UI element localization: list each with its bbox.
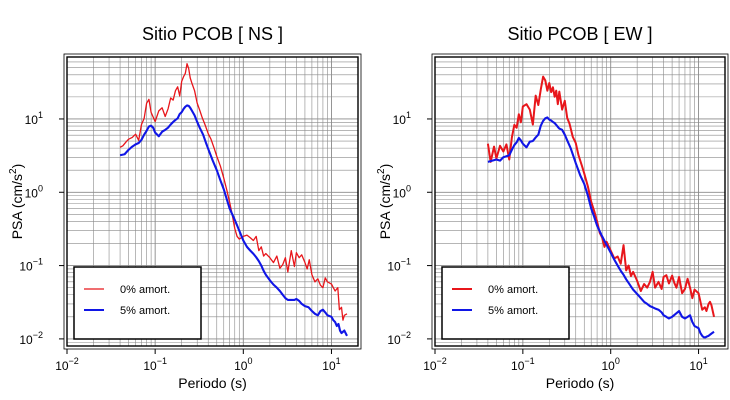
x-tick-exponent: 0: [247, 356, 252, 366]
x-tick-exponent: −2: [437, 356, 447, 366]
y-axis-label: PSA (cm/s2): [8, 164, 25, 240]
y-axis-label-tail: ): [377, 164, 393, 169]
chart-title: Sitio PCOB [ EW ]: [507, 24, 652, 44]
y-axis-label-sup: 2: [8, 168, 19, 174]
y-axis-label-tail: ): [9, 164, 25, 169]
y-tick-label: 10−2: [19, 330, 43, 347]
y-tick-exponent: −2: [33, 330, 43, 340]
legend: 0% amort. 5% amort.: [73, 266, 202, 340]
x-tick-exponent: 1: [703, 356, 708, 366]
grid: [66, 56, 359, 347]
legend-label: 5% amort.: [120, 305, 170, 317]
x-tick-label: 10−2: [423, 356, 447, 373]
x-tick-label: 10−1: [511, 356, 535, 373]
y-tick-label: 101: [393, 110, 411, 127]
x-axis-label: Periodo (s): [546, 375, 614, 391]
x-tick-label: 101: [689, 356, 707, 373]
legend-label: 0% amort.: [120, 284, 170, 296]
y-axis-label-main: PSA (cm/s: [377, 174, 393, 239]
series-line-undamped: [119, 63, 348, 321]
y-tick-label: 10−2: [387, 330, 411, 347]
x-tick-label: 10−2: [55, 356, 79, 373]
y-tick-exponent: −1: [401, 257, 411, 267]
x-tick-exponent: 0: [615, 356, 620, 366]
plot-frame-outer: [63, 53, 362, 350]
x-tick-exponent: −1: [524, 356, 534, 366]
x-tick-exponent: 1: [336, 356, 341, 366]
y-tick-exponent: 0: [406, 183, 411, 193]
x-tick-label: 101: [322, 356, 340, 373]
y-tick-label: 10−1: [19, 257, 43, 274]
chart-title: Sitio PCOB [ NS ]: [142, 24, 283, 44]
plot-frame: [434, 56, 726, 347]
y-axis-label-main: PSA (cm/s: [9, 174, 25, 239]
y-tick-exponent: −2: [401, 330, 411, 340]
x-tick-exponent: −1: [157, 356, 167, 366]
y-tick-label: 100: [393, 183, 411, 200]
x-axis-label: Periodo (s): [178, 375, 246, 391]
y-tick-label: 101: [25, 110, 43, 127]
y-tick-exponent: −1: [33, 257, 43, 267]
plot-frame-outer: [431, 53, 729, 350]
legend-box: [73, 266, 202, 340]
series-line-damped: [119, 104, 348, 337]
x-tick-label: 10−1: [143, 356, 167, 373]
y-tick-label: 100: [25, 183, 43, 200]
x-tick-label: 100: [602, 356, 620, 373]
y-tick-exponent: 1: [406, 110, 411, 120]
y-axis-label: PSA (cm/s2): [376, 164, 393, 240]
legend-label: 5% amort.: [488, 305, 538, 317]
y-tick-exponent: 1: [38, 110, 43, 120]
plot-frame: [66, 56, 359, 347]
y-tick-label: 10−1: [387, 257, 411, 274]
legend: 0% amort. 5% amort.: [441, 266, 570, 340]
legend-label: 0% amort.: [488, 284, 538, 296]
series-line-damped: [487, 116, 715, 339]
y-tick-exponent: 0: [38, 183, 43, 193]
x-tick-label: 100: [234, 356, 252, 373]
x-tick-exponent: −2: [69, 356, 79, 366]
y-axis-label-sup: 2: [376, 168, 387, 174]
legend-box: [441, 266, 570, 340]
